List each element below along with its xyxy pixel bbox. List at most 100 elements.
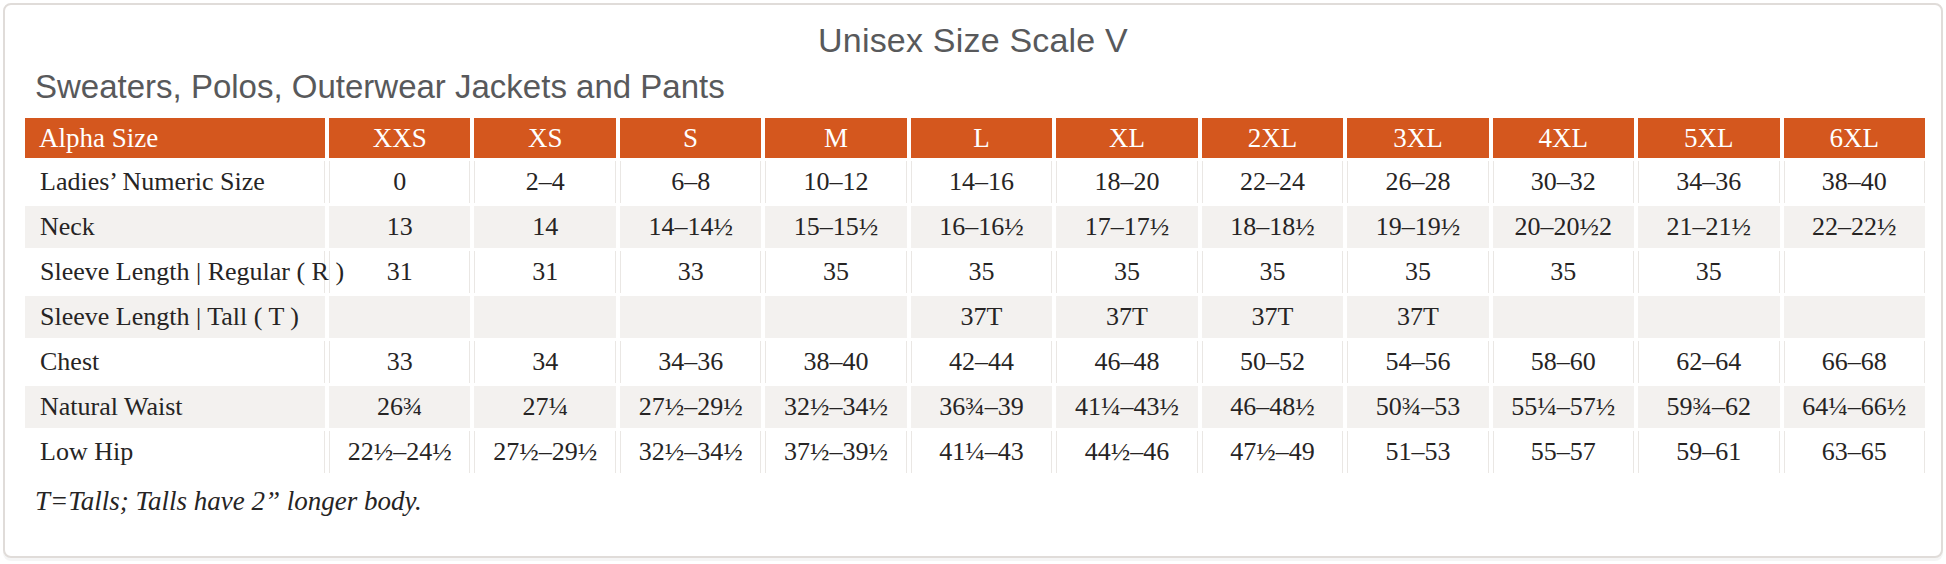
header-cell-label: Alpha Size <box>25 118 325 158</box>
table-cell: 10–12 <box>765 161 906 203</box>
table-row: Natural Waist26¾27¼27½–29½32½–34½36¾–394… <box>25 386 1925 428</box>
table-cell: 41¼–43½ <box>1056 386 1197 428</box>
table-cell: 50¾–53 <box>1347 386 1488 428</box>
row-label: Chest <box>25 341 325 383</box>
table-cell: 18–18½ <box>1202 206 1343 248</box>
table-cell: 38–40 <box>765 341 906 383</box>
header-cell-xs: XS <box>474 118 615 158</box>
table-cell: 33 <box>329 341 470 383</box>
page-title: Unisex Size Scale V <box>21 19 1925 61</box>
table-cell: 35 <box>1056 251 1197 293</box>
table-cell: 22½–24½ <box>329 431 470 473</box>
table-cell: 47½–49 <box>1202 431 1343 473</box>
row-label: Ladies’ Numeric Size <box>25 161 325 203</box>
table-cell: 34–36 <box>1638 161 1779 203</box>
size-chart-card: Unisex Size Scale V Sweaters, Polos, Out… <box>3 3 1943 558</box>
table-cell: 34 <box>474 341 615 383</box>
table-cell: 54–56 <box>1347 341 1488 383</box>
table-cell: 14–14½ <box>620 206 761 248</box>
table-cell: 17–17½ <box>1056 206 1197 248</box>
table-cell: 35 <box>765 251 906 293</box>
table-cell: 37T <box>1056 296 1197 338</box>
table-cell: 27½–29½ <box>474 431 615 473</box>
header-cell-3xl: 3XL <box>1347 118 1488 158</box>
table-cell: 13 <box>329 206 470 248</box>
row-label: Neck <box>25 206 325 248</box>
table-cell: 33 <box>620 251 761 293</box>
footnote: T=Talls; Talls have 2” longer body. <box>21 486 1925 517</box>
header-cell-s: S <box>620 118 761 158</box>
table-cell: 31 <box>474 251 615 293</box>
header-cell-m: M <box>765 118 906 158</box>
table-row: Sleeve Length | Regular ( R )31313335353… <box>25 251 1925 293</box>
table-cell: 30–32 <box>1493 161 1634 203</box>
table-cell: 34–36 <box>620 341 761 383</box>
table-cell: 55–57 <box>1493 431 1634 473</box>
table-cell: 35 <box>911 251 1052 293</box>
table-row: Chest333434–3638–4042–4446–4850–5254–565… <box>25 341 1925 383</box>
table-cell: 18–20 <box>1056 161 1197 203</box>
table-cell: 66–68 <box>1784 341 1925 383</box>
table-cell: 46–48½ <box>1202 386 1343 428</box>
table-cell: 15–15½ <box>765 206 906 248</box>
table-cell: 32½–34½ <box>765 386 906 428</box>
table-cell: 37½–39½ <box>765 431 906 473</box>
table-cell: 26–28 <box>1347 161 1488 203</box>
table-cell: 37T <box>1202 296 1343 338</box>
table-cell <box>1638 296 1779 338</box>
table-cell: 35 <box>1202 251 1343 293</box>
table-cell: 21–21½ <box>1638 206 1779 248</box>
table-cell: 55¼–57½ <box>1493 386 1634 428</box>
header-cell-6xl: 6XL <box>1784 118 1925 158</box>
table-row: Low Hip22½–24½27½–29½32½–34½37½–39½41¼–4… <box>25 431 1925 473</box>
table-cell: 35 <box>1493 251 1634 293</box>
header-cell-2xl: 2XL <box>1202 118 1343 158</box>
header-cell-5xl: 5XL <box>1638 118 1779 158</box>
table-cell: 19–19½ <box>1347 206 1488 248</box>
table-cell <box>765 296 906 338</box>
table-cell: 51–53 <box>1347 431 1488 473</box>
table-cell: 35 <box>1347 251 1488 293</box>
header-cell-xxs: XXS <box>329 118 470 158</box>
row-label: Natural Waist <box>25 386 325 428</box>
table-cell: 26¾ <box>329 386 470 428</box>
table-cell: 62–64 <box>1638 341 1779 383</box>
table-cell: 37T <box>1347 296 1488 338</box>
table-cell: 36¾–39 <box>911 386 1052 428</box>
size-table: Alpha SizeXXSXSSMLXL2XL3XL4XL5XL6XL Ladi… <box>21 115 1929 476</box>
table-cell: 42–44 <box>911 341 1052 383</box>
table-cell <box>1784 296 1925 338</box>
table-cell: 58–60 <box>1493 341 1634 383</box>
page-subtitle: Sweaters, Polos, Outerwear Jackets and P… <box>21 67 1925 107</box>
row-label: Sleeve Length | Tall ( T ) <box>25 296 325 338</box>
header-cell-4xl: 4XL <box>1493 118 1634 158</box>
table-cell: 44½–46 <box>1056 431 1197 473</box>
table-cell: 14 <box>474 206 615 248</box>
table-cell: 22–22½ <box>1784 206 1925 248</box>
table-cell: 2–4 <box>474 161 615 203</box>
header-cell-l: L <box>911 118 1052 158</box>
table-cell: 50–52 <box>1202 341 1343 383</box>
row-label: Sleeve Length | Regular ( R ) <box>25 251 325 293</box>
table-cell: 46–48 <box>1056 341 1197 383</box>
table-cell: 59–61 <box>1638 431 1779 473</box>
table-cell: 64¼–66½ <box>1784 386 1925 428</box>
table-cell: 20–20½2 <box>1493 206 1634 248</box>
table-cell: 37T <box>911 296 1052 338</box>
table-cell <box>620 296 761 338</box>
table-cell <box>1784 251 1925 293</box>
table-cell: 32½–34½ <box>620 431 761 473</box>
table-cell <box>329 296 470 338</box>
table-cell: 63–65 <box>1784 431 1925 473</box>
table-row: Sleeve Length | Tall ( T )37T37T37T37T <box>25 296 1925 338</box>
header-cell-xl: XL <box>1056 118 1197 158</box>
table-cell: 22–24 <box>1202 161 1343 203</box>
row-label: Low Hip <box>25 431 325 473</box>
header-row: Alpha SizeXXSXSSMLXL2XL3XL4XL5XL6XL <box>25 118 1925 158</box>
table-cell: 38–40 <box>1784 161 1925 203</box>
table-cell: 59¾–62 <box>1638 386 1779 428</box>
table-cell: 6–8 <box>620 161 761 203</box>
table-cell: 16–16½ <box>911 206 1052 248</box>
table-row: Ladies’ Numeric Size02–46–810–1214–1618–… <box>25 161 1925 203</box>
table-cell: 27¼ <box>474 386 615 428</box>
